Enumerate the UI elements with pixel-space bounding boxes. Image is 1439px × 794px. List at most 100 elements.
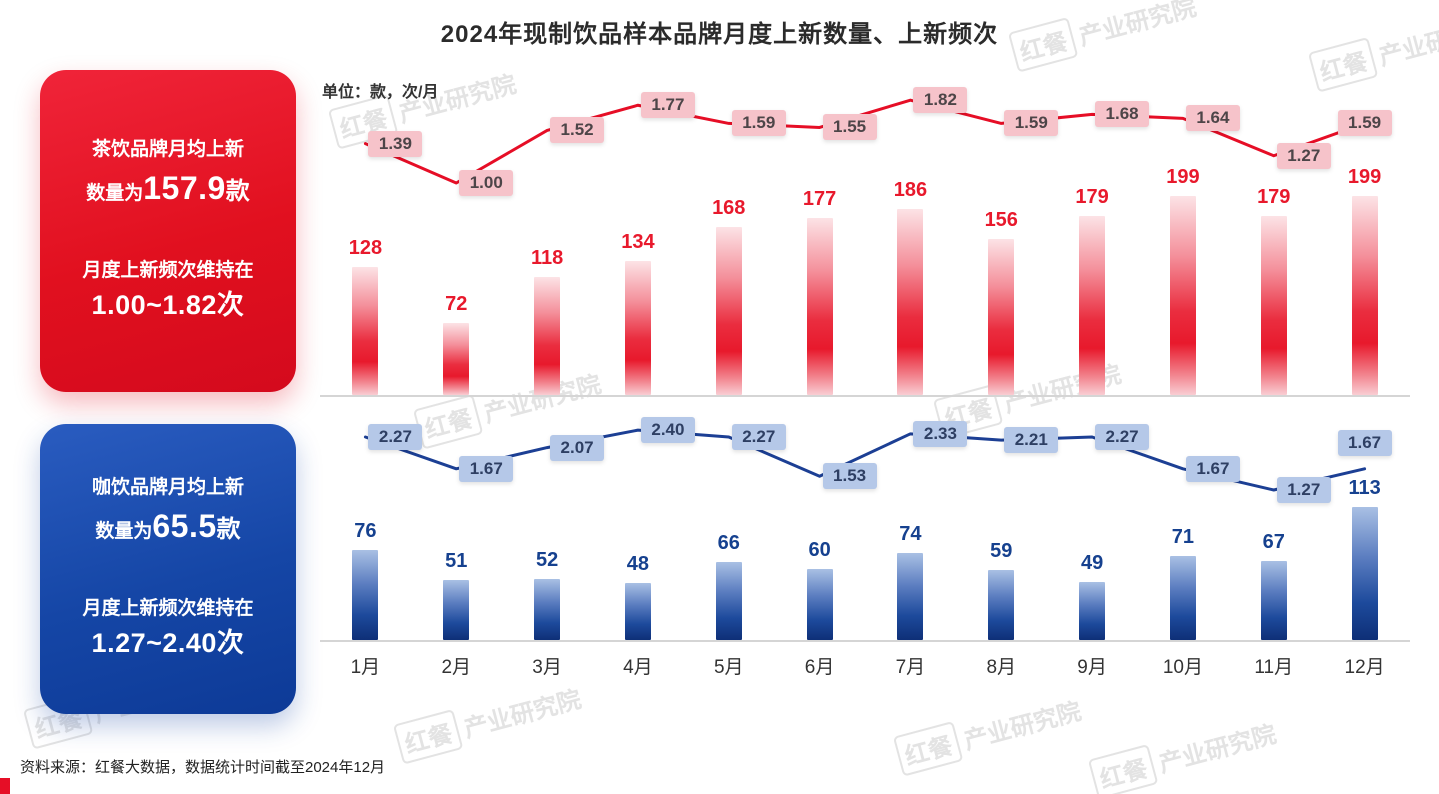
bar-value-label: 134 xyxy=(621,231,655,253)
coffee-bar-4月 xyxy=(624,583,651,640)
bar-value-label: 179 xyxy=(1075,186,1109,208)
coffee-card-line3: 月度上新频次维持在 xyxy=(82,597,254,619)
tea-card-avg-count: 157.9 xyxy=(143,170,226,207)
bar-value-label: 52 xyxy=(535,548,559,571)
bar-value-label: 67 xyxy=(1262,530,1285,553)
x-axis-label-3月: 3月 xyxy=(532,657,562,678)
line-value-label: 1.00 xyxy=(459,170,514,196)
coffee-bar-9月 xyxy=(1079,582,1106,640)
x-axis-label-12月: 12月 xyxy=(1344,657,1385,678)
bar-value-label: 179 xyxy=(1257,186,1291,208)
x-axis-label-9月: 9月 xyxy=(1077,657,1107,678)
x-axis-label-4月: 4月 xyxy=(623,657,653,678)
page-title: 2024年现制饮品样本品牌月度上新数量、上新频次 xyxy=(440,21,999,48)
bar-value-label: 168 xyxy=(712,197,746,219)
bar-value-label: 76 xyxy=(354,520,377,543)
coffee-card-line1: 咖饮品牌月均上新 xyxy=(91,476,244,498)
line-value-label: 2.27 xyxy=(368,424,423,450)
coffee-bar-10月 xyxy=(1169,556,1196,640)
coffee-bar-7月 xyxy=(897,552,924,640)
tea-bar-10月 xyxy=(1169,196,1196,395)
tea-bar-5月 xyxy=(715,227,742,395)
coffee-card-avg-count: 65.5 xyxy=(152,508,217,545)
coffee-card-frequency-text: 月度上新频次维持在 1.27~2.40次 xyxy=(82,594,253,665)
bar-value-label: 48 xyxy=(626,553,650,576)
bar-value-label: 118 xyxy=(530,247,564,269)
bar-value-label: 59 xyxy=(990,540,1013,563)
line-value-label: 2.27 xyxy=(1095,424,1150,450)
line-value-label: 1.39 xyxy=(368,130,423,157)
tea-bar-1月 xyxy=(352,267,379,395)
tea-card-line3: 月度上新频次维持在 xyxy=(82,259,254,281)
bar-value-label: 60 xyxy=(808,539,831,562)
line-value-label: 2.27 xyxy=(731,424,786,450)
bar-value-label: 66 xyxy=(717,532,740,555)
line-value-label: 2.21 xyxy=(1004,427,1059,454)
tea-card-line2-suffix: 款 xyxy=(225,178,250,206)
x-axis-label-1月: 1月 xyxy=(350,657,381,678)
coffee-card-line2-prefix: 数量为 xyxy=(95,521,153,543)
tea-card-line2-prefix: 数量为 xyxy=(86,183,144,205)
line-value-label: 1.64 xyxy=(1185,105,1240,132)
corner-accent xyxy=(0,778,10,794)
tea-card-frequency-text: 月度上新频次维持在 1.00~1.82次 xyxy=(82,256,253,327)
coffee-bar-6月 xyxy=(806,569,833,640)
tea-bar-4月 xyxy=(624,261,651,395)
tea-bar-9月 xyxy=(1079,216,1106,395)
line-value-label: 1.52 xyxy=(550,117,605,144)
line-value-label: 1.67 xyxy=(1337,429,1392,456)
bar-value-label: 113 xyxy=(1348,476,1381,499)
coffee-summary-card: 咖饮品牌月均上新 数量为65.5款 月度上新频次维持在 1.27~2.40次 xyxy=(40,424,296,714)
x-axis-label-7月: 7月 xyxy=(895,657,926,678)
tea-bar-3月 xyxy=(534,277,561,395)
bar-value-label: 199 xyxy=(1166,166,1200,188)
tea-bar-8月 xyxy=(988,239,1015,395)
line-value-label: 1.59 xyxy=(1337,110,1392,137)
coffee-bar-11月 xyxy=(1260,560,1287,640)
coffee-card-line2-suffix: 款 xyxy=(216,516,241,544)
tea-bar-2月 xyxy=(443,323,470,395)
line-value-label: 2.40 xyxy=(640,417,695,444)
bar-value-label: 74 xyxy=(899,522,922,545)
coffee-bar-5月 xyxy=(715,562,742,640)
line-value-label: 1.27 xyxy=(1276,142,1331,169)
line-value-label: 1.77 xyxy=(640,92,695,119)
line-value-label: 2.07 xyxy=(550,434,605,461)
bar-value-label: 71 xyxy=(1171,526,1195,549)
bar-value-label: 199 xyxy=(1347,166,1382,188)
tea-card-count-text: 茶饮品牌月均上新 数量为157.9款 xyxy=(86,135,250,214)
line-value-label: 1.67 xyxy=(459,455,514,482)
axis-baseline xyxy=(320,640,1410,642)
tea-card-line1: 茶饮品牌月均上新 xyxy=(91,138,244,160)
bar-value-label: 51 xyxy=(445,549,468,572)
line-value-label: 1.82 xyxy=(913,87,968,114)
tea-bar-11月 xyxy=(1260,216,1287,395)
tea-card-frequency-range: 1.00~1.82次 xyxy=(91,290,245,321)
coffee-bar-1月 xyxy=(352,550,379,640)
bar-value-label: 128 xyxy=(348,237,383,259)
x-axis-label-5月: 5月 xyxy=(713,657,744,678)
line-value-label: 2.33 xyxy=(913,420,968,447)
x-axis-label-2月: 2月 xyxy=(441,657,472,678)
x-axis-label-8月: 8月 xyxy=(986,657,1017,678)
line-value-label: 1.53 xyxy=(822,463,877,490)
tea-bar-6月 xyxy=(806,218,833,395)
coffee-bar-2月 xyxy=(443,579,470,640)
coffee-bar-3月 xyxy=(534,578,561,640)
bar-value-label: 156 xyxy=(984,209,1018,231)
line-value-label: 1.59 xyxy=(731,110,786,137)
bar-value-label: 186 xyxy=(893,179,928,201)
x-axis-label-10月: 10月 xyxy=(1162,657,1203,678)
coffee-bar-12月 xyxy=(1351,506,1378,640)
line-value-label: 1.55 xyxy=(822,114,877,141)
source-note: 资料来源：红餐大数据，数据统计时间截至2024年12月 xyxy=(20,759,386,776)
tea-bar-7月 xyxy=(897,209,924,395)
line-value-label: 1.27 xyxy=(1276,477,1331,503)
coffee-card-count-text: 咖饮品牌月均上新 数量为65.5款 xyxy=(92,473,244,552)
bar-value-label: 49 xyxy=(1080,552,1104,575)
x-axis-label-6月: 6月 xyxy=(804,657,835,678)
coffee-card-frequency-range: 1.27~2.40次 xyxy=(91,628,245,659)
axis-baseline xyxy=(320,395,1410,397)
